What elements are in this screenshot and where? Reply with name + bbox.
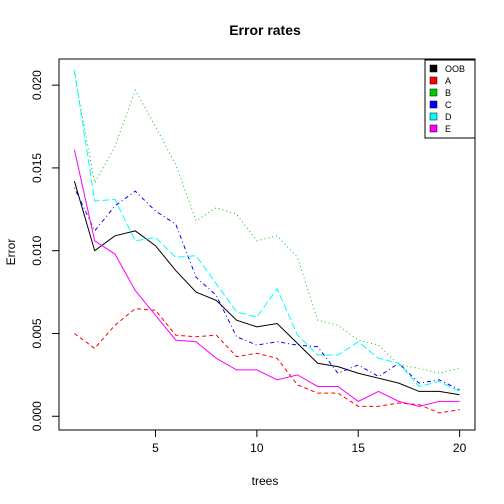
x-tick-label: 20: [453, 441, 467, 455]
y-tick-label: 0.000: [30, 401, 44, 431]
legend-swatch-a: [429, 76, 438, 85]
series-line-d: [73, 70, 460, 392]
series-line-c: [73, 187, 460, 391]
x-tick-label: 15: [352, 441, 366, 455]
legend-swatch-e: [429, 124, 438, 133]
series-group: [73, 70, 460, 414]
chart-title: Error rates: [229, 22, 301, 38]
legend-label-b: B: [445, 88, 451, 98]
legend-label-d: D: [445, 112, 452, 122]
y-tick-label: 0.005: [30, 318, 44, 348]
y-tick-label: 0.015: [30, 153, 44, 183]
legend-swatch-b: [429, 88, 438, 97]
series-line-a: [74, 308, 460, 414]
x-axis-label: trees: [252, 474, 279, 488]
legend-box: [424, 59, 476, 139]
series-line-oob: [73, 181, 460, 396]
x-tick-label: 10: [250, 441, 264, 455]
legend-swatch-d: [429, 112, 438, 121]
axes-group: 5 10 15 20 0.000 0.005 0.010 0.015 0.020: [30, 70, 467, 455]
series-line-e: [73, 149, 460, 407]
legend-label-a: A: [445, 76, 451, 86]
legend-swatch-oob: [429, 64, 438, 73]
x-tick-label: 5: [152, 441, 159, 455]
y-axis-label: Error: [4, 239, 18, 266]
legend-label-e: E: [445, 124, 451, 134]
legend-swatch-c: [429, 100, 438, 109]
y-tick-label: 0.020: [30, 70, 44, 100]
series-line-b: [73, 73, 460, 374]
legend-label-c: C: [445, 100, 452, 110]
y-tick-label: 0.010: [30, 235, 44, 265]
legend-label-oob: OOB: [445, 64, 465, 74]
